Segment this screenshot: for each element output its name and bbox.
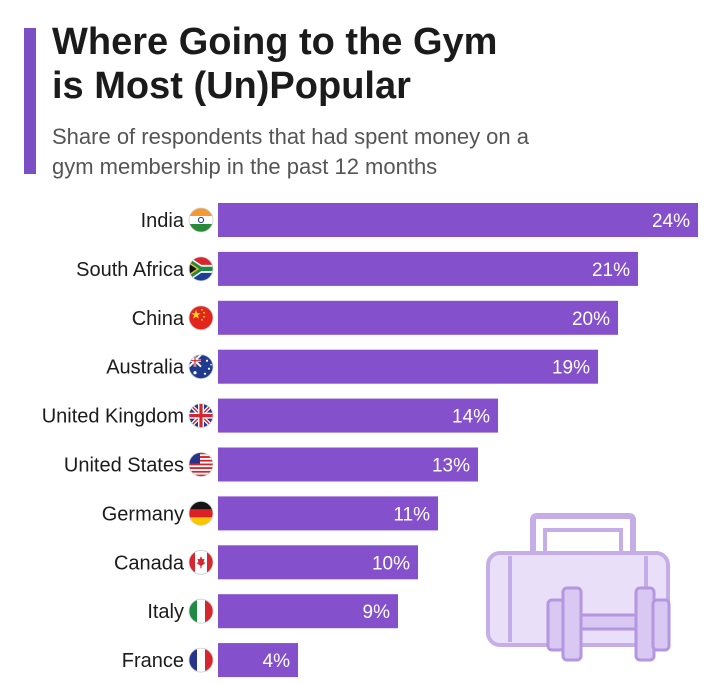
bar-united-states	[218, 447, 478, 482]
category-label-united-kingdom: United Kingdom	[42, 406, 184, 428]
china-flag-icon	[188, 305, 214, 331]
germany-flag-icon	[188, 501, 214, 526]
italy-flag-icon	[188, 598, 214, 624]
canada-flag-icon	[188, 549, 214, 575]
bar-china	[218, 300, 618, 335]
value-label-italy: 9%	[363, 602, 391, 623]
bar-france	[218, 643, 298, 678]
bar-row-italy: Italy 9%	[147, 594, 398, 629]
south-africa-flag-icon	[188, 256, 214, 282]
value-label-south-africa: 21%	[592, 260, 630, 281]
category-label-united-states: United States	[64, 455, 184, 477]
bar-australia	[218, 349, 598, 384]
bar-row-india: India 24%	[141, 203, 698, 237]
category-label-germany: Germany	[102, 503, 184, 525]
title-line-1: Where Going to the Gym	[52, 21, 498, 63]
value-label-germany: 11%	[393, 504, 430, 525]
bar-united-kingdom	[218, 398, 498, 433]
united-states-flag-icon	[188, 452, 214, 477]
chart-title: Where Going to the Gym is Most (Un)Popul…	[52, 20, 692, 108]
subtitle-line-2: gym membership in the past 12 months	[52, 154, 438, 179]
bar-row-united-states: United States 13%	[64, 447, 478, 482]
bar-south-africa	[218, 251, 638, 286]
bar-row-south-africa: South Africa 21%	[76, 251, 638, 286]
category-label-italy: Italy	[147, 601, 184, 623]
value-label-canada: 10%	[372, 553, 410, 574]
india-flag-icon	[188, 207, 214, 233]
bar-canada	[218, 545, 418, 580]
value-label-australia: 19%	[552, 358, 590, 379]
category-label-india: India	[141, 210, 185, 232]
united-kingdom-flag-icon	[188, 403, 214, 429]
accent-bar	[24, 28, 36, 174]
category-label-canada: Canada	[114, 552, 185, 574]
bar-row-united-kingdom: United Kingdom 14%	[42, 398, 498, 433]
category-label-china: China	[132, 308, 185, 330]
bar-row-australia: Australia 19%	[106, 349, 598, 384]
bar-row-canada: Canada 10%	[114, 545, 418, 580]
bar-row-france: France 4%	[122, 643, 298, 678]
bar-row-germany: Germany 11%	[102, 496, 438, 531]
value-label-united-kingdom: 14%	[452, 407, 490, 428]
gym-bag-and-dumbbell-icon	[486, 513, 671, 662]
value-label-china: 20%	[572, 309, 610, 330]
chart-subtitle: Share of respondents that had spent mone…	[52, 122, 692, 182]
category-label-south-africa: South Africa	[76, 259, 185, 281]
australia-flag-icon	[188, 354, 214, 380]
value-label-france: 4%	[263, 651, 291, 672]
france-flag-icon	[188, 647, 214, 673]
category-label-france: France	[122, 650, 184, 672]
bar-italy	[218, 594, 398, 629]
value-label-india: 24%	[652, 211, 690, 232]
bar-row-china: China 20%	[132, 300, 618, 335]
bar-germany	[218, 496, 438, 531]
category-label-australia: Australia	[106, 357, 185, 379]
value-label-united-states: 13%	[432, 456, 470, 477]
subtitle-line-1: Share of respondents that had spent mone…	[52, 124, 529, 149]
bar-india	[218, 203, 698, 237]
title-line-2: is Most (Un)Popular	[52, 65, 411, 107]
